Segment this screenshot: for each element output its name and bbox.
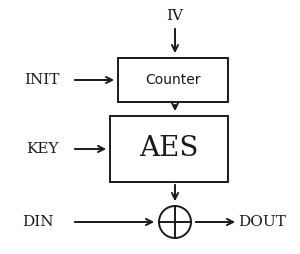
Bar <box>118 58 228 102</box>
Bar <box>110 116 228 182</box>
Text: AES: AES <box>139 135 199 163</box>
Text: INIT: INIT <box>24 73 60 87</box>
Text: KEY: KEY <box>26 142 58 156</box>
Text: DIN: DIN <box>22 215 54 229</box>
Text: IV: IV <box>167 9 184 23</box>
Text: Counter: Counter <box>145 73 201 87</box>
Text: DOUT: DOUT <box>238 215 286 229</box>
Circle shape <box>159 206 191 238</box>
